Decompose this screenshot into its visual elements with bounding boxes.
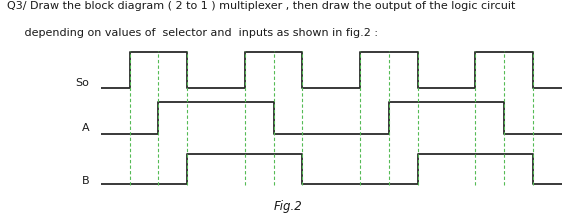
Text: So: So — [75, 78, 89, 88]
Text: depending on values of  selector and  inputs as shown in fig.2 :: depending on values of selector and inpu… — [7, 28, 378, 38]
Text: B: B — [82, 176, 89, 186]
Text: Q3/ Draw the block diagram ( 2 to 1 ) multiplexer , then draw the output of the : Q3/ Draw the block diagram ( 2 to 1 ) mu… — [7, 1, 516, 11]
Text: A: A — [82, 123, 89, 133]
Text: Fig.2: Fig.2 — [274, 199, 302, 213]
